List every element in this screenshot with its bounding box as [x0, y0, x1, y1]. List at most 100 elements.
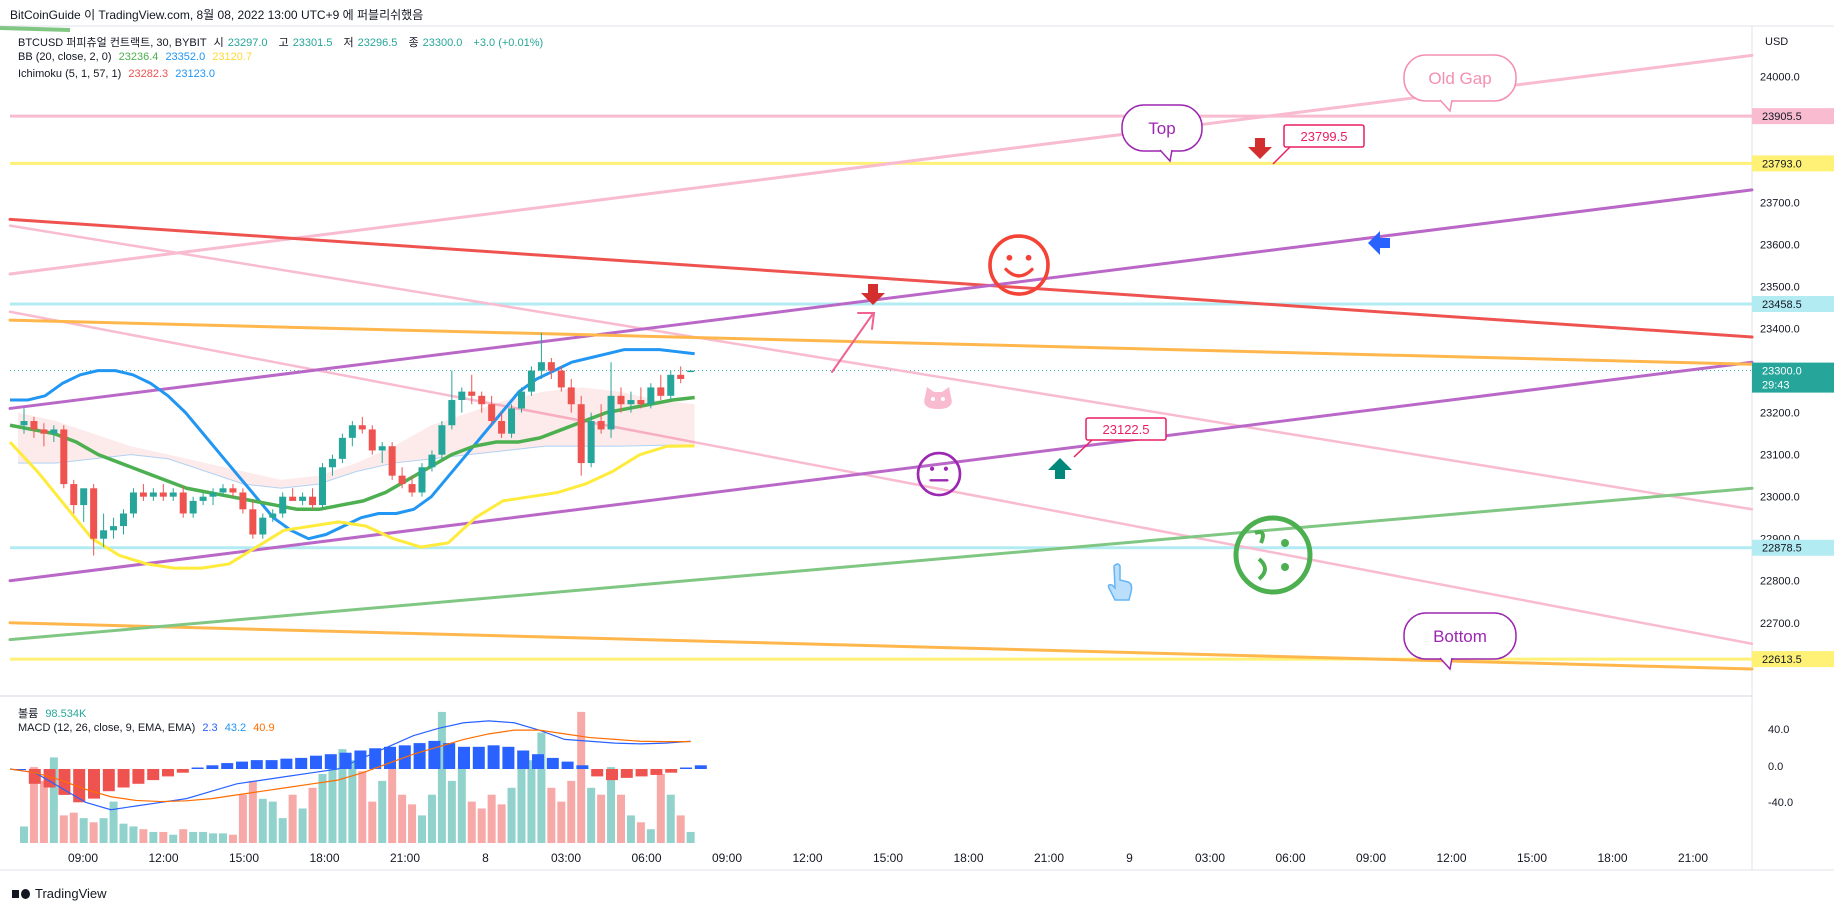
candle-body [70, 484, 78, 506]
bottom-callout-bubble[interactable] [1403, 612, 1517, 660]
trendline[interactable] [8, 217, 1754, 339]
top-callout-text: Top [1148, 119, 1175, 138]
bb-legend[interactable]: BB (20, close, 2, 0) 23236.4 23352.0 231… [18, 51, 256, 63]
volume-bar [129, 826, 138, 843]
x-tick-label: 18:00 [1597, 851, 1627, 865]
candle-body [199, 496, 207, 501]
macd-histogram-bar [546, 757, 559, 769]
macd-legend[interactable]: MACD (12, 26, close, 9, EMA, EMA) 2.3 43… [18, 722, 279, 734]
x-tick-label: 15:00 [1517, 851, 1547, 865]
volume-bar [268, 801, 277, 843]
confused-face-icon[interactable] [1233, 515, 1313, 595]
confused-face-eye [1281, 563, 1289, 571]
macd-histogram-bar [443, 743, 456, 769]
price-label-23122-box[interactable] [1085, 417, 1167, 441]
pig-icon[interactable] [924, 387, 952, 409]
annotations[interactable]: Old Gap Top Bottom 23799.5 23122.5 [831, 54, 1517, 671]
macd-histogram-bar [413, 743, 426, 769]
trendlines[interactable] [8, 53, 1754, 671]
trendline[interactable] [8, 224, 1754, 511]
macd-histogram-bar [250, 760, 263, 769]
open-value: 23297.0 [227, 37, 268, 49]
trendline[interactable] [8, 188, 1754, 410]
volume-bar [527, 760, 536, 843]
trendline[interactable] [8, 360, 1754, 583]
candle-body [518, 391, 525, 409]
macd-histogram-bar [236, 761, 248, 769]
macd-value-2: 43.2 [224, 722, 247, 734]
candle-body [468, 391, 476, 396]
trendline[interactable] [8, 318, 1754, 366]
candle-body [647, 387, 655, 405]
volume-bar [69, 812, 78, 843]
y-tick-label: 23000.0 [1760, 492, 1800, 504]
trendline[interactable] [8, 621, 1754, 671]
candle-body [50, 429, 58, 434]
macd-histogram-bar [458, 746, 470, 769]
volume-bar [338, 749, 347, 843]
macd-histogram-bar [620, 769, 633, 778]
volume-bar [139, 829, 148, 843]
volume-bar [298, 808, 307, 843]
publish-header: BitCoinGuide 이 TradingView.com, 8월 08, 2… [10, 6, 423, 23]
volume-bar [636, 822, 645, 843]
macd-histogram-bar [532, 754, 544, 769]
candle-body [597, 421, 605, 430]
neutral-face-icon[interactable] [916, 451, 962, 497]
neutral-face-icon-eye [929, 466, 935, 471]
smile-icon[interactable] [988, 234, 1050, 296]
macd-tick-label: 40.0 [1768, 724, 1789, 736]
tradingview-logo[interactable]: TradingView [12, 886, 107, 901]
macd-histogram-bar [310, 755, 322, 769]
candle-body [527, 370, 535, 392]
candle-body [149, 492, 157, 497]
up-arrow-icon[interactable] [1048, 458, 1072, 479]
volume-bar [656, 774, 665, 843]
volume-bar [238, 794, 247, 843]
symbol-title[interactable]: BTCUSD 퍼피츄얼 컨트랙트, 30, BYBIT [18, 37, 207, 49]
candle-body [219, 488, 227, 493]
candle-body [488, 404, 496, 422]
price-tag-label: 23793.0 [1762, 158, 1802, 170]
candle-body [189, 500, 197, 514]
symbol-legend[interactable]: BTCUSD 퍼피츄얼 컨트랙트, 30, BYBIT 시 23297.0 고 23… [18, 34, 547, 50]
volume-bar [517, 767, 526, 843]
price-label-23799-box[interactable] [1283, 124, 1365, 148]
volume-bar [209, 833, 218, 843]
y-tick-label: 23100.0 [1760, 450, 1800, 462]
candle-body [40, 429, 48, 434]
down-arrow-icon[interactable] [861, 284, 885, 305]
trendline[interactable] [8, 486, 1754, 642]
candle-body [448, 400, 456, 426]
volume-bar [537, 732, 546, 843]
macd-histogram-bar [191, 767, 204, 769]
confused-face-eye [1281, 539, 1289, 547]
candle-body [557, 370, 565, 388]
macd-histogram-bar [635, 769, 648, 777]
trendline[interactable] [8, 310, 1754, 646]
volume-bar [388, 767, 397, 843]
old-gap-callout-bubble[interactable] [1403, 54, 1517, 102]
publisher-name[interactable]: BitCoinGuide [10, 8, 81, 22]
macd-histogram-bar [384, 746, 396, 769]
pig-eye [941, 397, 945, 401]
left-arrow-icon[interactable] [1368, 231, 1390, 255]
volume-bar [228, 834, 237, 843]
down-arrow-icon[interactable] [1248, 138, 1272, 159]
volume-bar [646, 829, 655, 843]
macd-histogram-bar [265, 760, 278, 769]
candle-body [498, 421, 506, 434]
candle-body [398, 475, 406, 485]
x-tick-label: 8 [482, 851, 489, 865]
candle-body [239, 492, 247, 510]
volume-legend[interactable]: 볼륨 98.534K [18, 705, 90, 721]
candle-body [667, 374, 675, 396]
x-tick-label: 15:00 [873, 851, 903, 865]
pointing-hand-icon[interactable] [1107, 563, 1133, 601]
pink-arrow-icon[interactable] [831, 312, 876, 373]
price-tag-label: 22878.5 [1762, 543, 1802, 555]
ichimoku-legend[interactable]: Ichimoku (5, 1, 57, 1) 23282.3 23123.0 [18, 68, 219, 80]
bb-lower-value: 23120.7 [212, 51, 253, 63]
candle-body [159, 492, 167, 497]
